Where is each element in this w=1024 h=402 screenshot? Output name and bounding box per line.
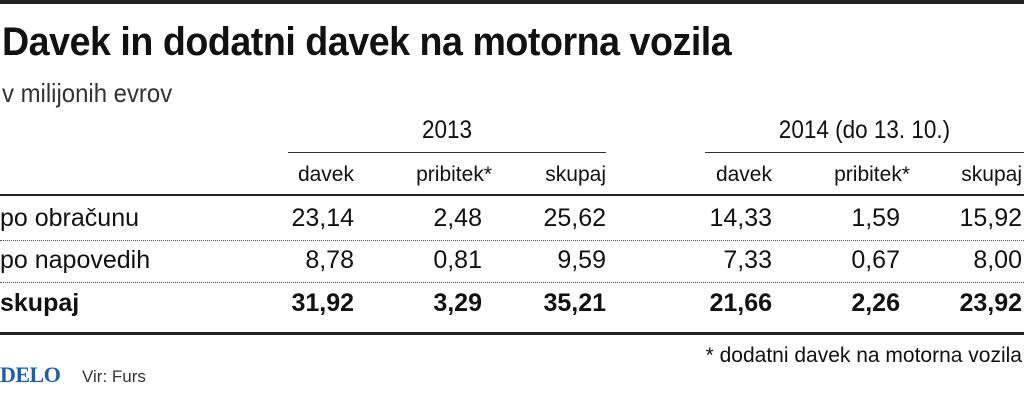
table-cell: 0,81 (433, 246, 482, 274)
row-label-po-napovedih: po napovedih (0, 246, 151, 274)
group-rule-2013 (288, 152, 606, 153)
bottom-rule (0, 332, 1024, 335)
table-cell: 1,59 (851, 204, 900, 232)
footnote: * dodatni davek na motorna vozila (705, 344, 1022, 367)
table-cell: 2,48 (433, 204, 482, 232)
column-header-2013-skupaj: skupaj (545, 163, 606, 186)
table-cell: 14,33 (709, 204, 772, 232)
table-cell: 0,67 (851, 246, 900, 274)
table-cell: 8,00 (973, 246, 1022, 274)
table-cell-total: 35,21 (543, 289, 606, 317)
table-cell: 23,14 (291, 204, 354, 232)
table-cell-total: 21,66 (709, 289, 772, 317)
table-cell: 8,78 (305, 246, 354, 274)
table-cell: 9,59 (557, 246, 606, 274)
group-label-2014: 2014 (do 13. 10.) (778, 116, 951, 144)
row-divider (0, 282, 1024, 283)
group-rule-2014 (705, 152, 1024, 153)
column-header-2014-pribitek: pribitek* (834, 163, 910, 186)
source-credit: Vir: Furs (82, 367, 146, 386)
table-cell: 15,92 (959, 204, 1022, 232)
table-cell-total: 31,92 (291, 289, 354, 317)
table-cell-total: 23,92 (959, 289, 1022, 317)
delo-logo: DELO (0, 362, 61, 387)
group-label-2013: 2013 (421, 116, 473, 144)
row-divider (0, 240, 1024, 241)
column-header-2013-davek: davek (297, 163, 354, 186)
column-header-2013-pribitek: pribitek* (416, 163, 492, 186)
table-cell-total: 3,29 (433, 289, 482, 317)
table-cell-total: 2,26 (851, 289, 900, 317)
column-header-2014-skupaj: skupaj (961, 163, 1022, 186)
top-rule (0, 0, 1024, 4)
page-title: Davek in dodatni davek na motorna vozila (2, 20, 732, 64)
page-subtitle: v milijonih evrov (2, 78, 173, 108)
row-label-skupaj: skupaj (0, 289, 80, 317)
column-header-2014-davek: davek (715, 163, 772, 186)
header-rule (0, 194, 1024, 196)
row-label-po-obracunu: po obračunu (0, 204, 140, 232)
table-cell: 25,62 (543, 204, 606, 232)
table-cell: 7,33 (723, 246, 772, 274)
